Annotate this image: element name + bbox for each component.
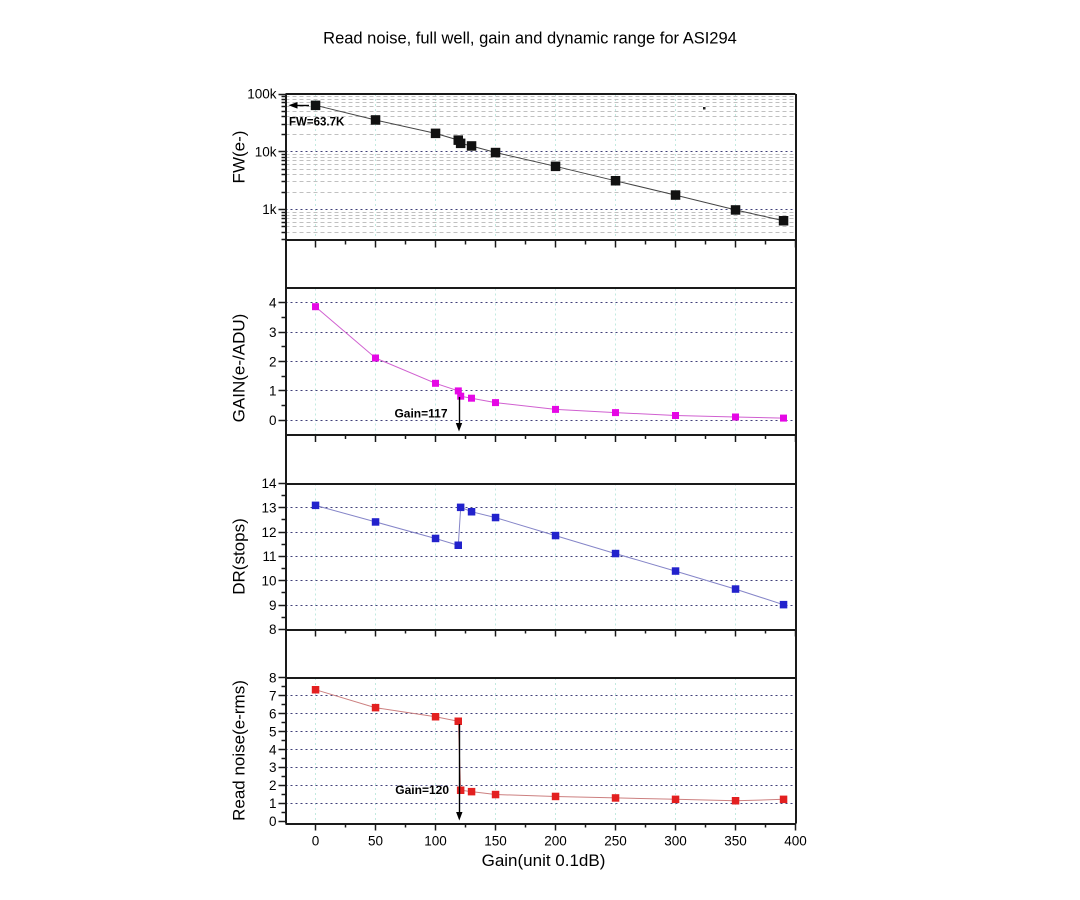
svg-text:GAIN(e-/ADU): GAIN(e-/ADU) bbox=[230, 314, 249, 423]
svg-text:0: 0 bbox=[269, 413, 277, 428]
svg-text:10k: 10k bbox=[255, 145, 277, 160]
svg-text:13: 13 bbox=[261, 501, 276, 516]
svg-text:4: 4 bbox=[269, 296, 277, 311]
svg-text:FW=63.7K: FW=63.7K bbox=[289, 117, 345, 129]
svg-text:12: 12 bbox=[261, 525, 276, 540]
svg-text:3: 3 bbox=[269, 760, 277, 775]
svg-text:50: 50 bbox=[368, 834, 383, 849]
svg-text:8: 8 bbox=[269, 671, 277, 686]
svg-text:Gain=120: Gain=120 bbox=[395, 783, 449, 797]
svg-text:3: 3 bbox=[269, 325, 277, 340]
svg-text:DR(stops): DR(stops) bbox=[230, 518, 249, 595]
svg-text:400: 400 bbox=[784, 834, 807, 849]
svg-text:0: 0 bbox=[312, 834, 320, 849]
svg-text:7: 7 bbox=[269, 689, 277, 704]
svg-text:4: 4 bbox=[269, 742, 277, 757]
svg-text:Read noise(e-rms): Read noise(e-rms) bbox=[230, 680, 249, 821]
svg-text:8: 8 bbox=[269, 622, 277, 637]
svg-text:FW(e-): FW(e-) bbox=[230, 131, 249, 184]
svg-text:200: 200 bbox=[544, 834, 567, 849]
svg-text:100: 100 bbox=[424, 834, 447, 849]
svg-text:Read noise, full well, gain an: Read noise, full well, gain and dynamic … bbox=[323, 30, 737, 48]
svg-text:6: 6 bbox=[269, 706, 277, 721]
svg-text:300: 300 bbox=[664, 834, 687, 849]
svg-text:5: 5 bbox=[269, 724, 277, 739]
svg-text:250: 250 bbox=[604, 834, 627, 849]
svg-text:100k: 100k bbox=[247, 87, 277, 102]
svg-text:1k: 1k bbox=[262, 202, 277, 217]
svg-text:1: 1 bbox=[269, 796, 277, 811]
svg-text:Gain=117: Gain=117 bbox=[394, 406, 447, 420]
svg-text:Gain(unit 0.1dB): Gain(unit 0.1dB) bbox=[482, 851, 606, 870]
svg-text:14: 14 bbox=[261, 476, 277, 491]
svg-text:11: 11 bbox=[262, 549, 276, 564]
svg-text:2: 2 bbox=[269, 778, 277, 793]
svg-text:150: 150 bbox=[484, 834, 507, 849]
svg-text:9: 9 bbox=[269, 598, 277, 613]
svg-text:2: 2 bbox=[269, 354, 277, 369]
svg-text:1: 1 bbox=[269, 384, 277, 399]
svg-text:0: 0 bbox=[269, 814, 277, 829]
svg-text:350: 350 bbox=[724, 834, 747, 849]
svg-text:10: 10 bbox=[261, 574, 276, 589]
